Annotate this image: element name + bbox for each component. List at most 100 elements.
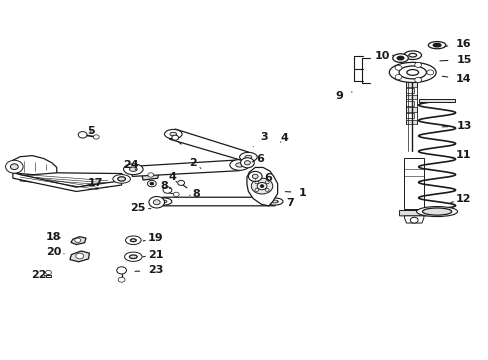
Polygon shape	[406, 82, 416, 87]
Ellipse shape	[244, 155, 251, 159]
Text: 14: 14	[442, 74, 471, 84]
Polygon shape	[404, 216, 423, 223]
Circle shape	[426, 70, 433, 75]
Circle shape	[414, 77, 421, 82]
Circle shape	[153, 200, 160, 205]
Text: 11: 11	[450, 150, 471, 160]
Polygon shape	[246, 167, 277, 206]
Text: 7: 7	[277, 198, 294, 208]
Text: 4: 4	[168, 172, 177, 182]
Circle shape	[93, 135, 99, 139]
Circle shape	[118, 277, 125, 282]
Polygon shape	[404, 158, 423, 209]
Polygon shape	[20, 173, 125, 187]
Circle shape	[171, 135, 178, 140]
Circle shape	[414, 62, 421, 67]
Ellipse shape	[169, 132, 176, 136]
Ellipse shape	[235, 163, 243, 167]
Text: 4: 4	[280, 133, 288, 143]
Text: 23: 23	[135, 265, 163, 275]
Bar	[45, 275, 51, 277]
Polygon shape	[169, 129, 250, 162]
Circle shape	[244, 161, 250, 165]
Text: 21: 21	[143, 249, 163, 260]
Text: 24: 24	[123, 160, 139, 170]
Text: 8: 8	[189, 189, 200, 199]
Ellipse shape	[408, 53, 416, 57]
Circle shape	[394, 75, 401, 80]
Circle shape	[117, 267, 126, 274]
Ellipse shape	[239, 152, 257, 162]
Ellipse shape	[160, 200, 166, 203]
Circle shape	[76, 253, 83, 259]
Ellipse shape	[155, 198, 171, 205]
Text: 8: 8	[160, 181, 170, 192]
Circle shape	[409, 217, 417, 223]
Text: 9: 9	[335, 91, 351, 101]
Ellipse shape	[427, 41, 445, 49]
Circle shape	[264, 181, 268, 184]
Ellipse shape	[432, 43, 440, 47]
Polygon shape	[406, 107, 416, 112]
Text: 15: 15	[439, 55, 470, 65]
Polygon shape	[71, 237, 86, 244]
Polygon shape	[406, 120, 416, 125]
Ellipse shape	[396, 56, 403, 60]
Circle shape	[147, 180, 156, 187]
Polygon shape	[142, 170, 159, 180]
Ellipse shape	[271, 200, 278, 203]
Circle shape	[252, 174, 258, 179]
Circle shape	[257, 183, 266, 190]
Ellipse shape	[129, 167, 137, 171]
Circle shape	[248, 171, 262, 181]
Text: 18: 18	[45, 232, 61, 242]
Circle shape	[149, 197, 164, 208]
Text: 10: 10	[373, 51, 392, 61]
Polygon shape	[406, 95, 416, 99]
Text: 22: 22	[31, 270, 46, 280]
Ellipse shape	[125, 236, 141, 244]
Circle shape	[254, 181, 258, 184]
Polygon shape	[13, 156, 57, 176]
Ellipse shape	[130, 239, 136, 242]
Text: 17: 17	[88, 178, 107, 188]
Polygon shape	[70, 251, 89, 262]
Circle shape	[240, 158, 254, 168]
Circle shape	[78, 132, 87, 138]
Circle shape	[45, 270, 51, 275]
Polygon shape	[131, 160, 240, 176]
Text: 2: 2	[189, 158, 201, 168]
Ellipse shape	[398, 66, 426, 79]
Text: 1: 1	[285, 188, 306, 198]
Ellipse shape	[123, 164, 143, 175]
Circle shape	[163, 187, 171, 193]
Polygon shape	[406, 101, 413, 105]
Polygon shape	[418, 99, 454, 102]
Circle shape	[177, 180, 184, 185]
Circle shape	[264, 189, 268, 191]
Text: 25: 25	[130, 203, 151, 213]
Polygon shape	[161, 197, 276, 206]
Ellipse shape	[403, 51, 421, 59]
Circle shape	[254, 189, 258, 191]
Text: 6: 6	[251, 154, 264, 164]
Ellipse shape	[392, 54, 407, 62]
Polygon shape	[406, 88, 413, 93]
Text: 3: 3	[253, 132, 267, 147]
Circle shape	[251, 178, 272, 194]
Ellipse shape	[118, 177, 125, 181]
Circle shape	[75, 238, 81, 242]
Text: 19: 19	[143, 233, 163, 243]
Text: 12: 12	[450, 194, 471, 204]
Circle shape	[10, 164, 18, 170]
Ellipse shape	[113, 175, 130, 183]
Circle shape	[148, 173, 154, 177]
Polygon shape	[399, 211, 430, 216]
Text: 20: 20	[45, 247, 64, 257]
Circle shape	[5, 160, 23, 173]
Circle shape	[173, 192, 179, 197]
Circle shape	[394, 65, 401, 70]
Circle shape	[150, 182, 154, 185]
Ellipse shape	[164, 130, 182, 139]
Ellipse shape	[422, 208, 451, 215]
